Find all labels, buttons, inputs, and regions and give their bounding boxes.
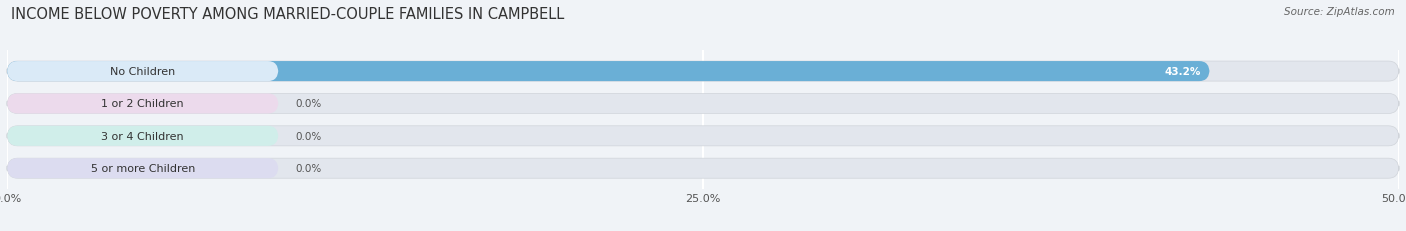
Text: 5 or more Children: 5 or more Children (90, 164, 195, 173)
Text: INCOME BELOW POVERTY AMONG MARRIED-COUPLE FAMILIES IN CAMPBELL: INCOME BELOW POVERTY AMONG MARRIED-COUPL… (11, 7, 564, 22)
Text: 0.0%: 0.0% (295, 99, 322, 109)
FancyBboxPatch shape (7, 94, 278, 114)
FancyBboxPatch shape (7, 62, 1399, 82)
Text: No Children: No Children (110, 67, 176, 77)
Text: 43.2%: 43.2% (1166, 67, 1201, 77)
FancyBboxPatch shape (7, 158, 278, 179)
Text: 3 or 4 Children: 3 or 4 Children (101, 131, 184, 141)
FancyBboxPatch shape (7, 158, 1399, 179)
FancyBboxPatch shape (7, 126, 1399, 146)
Text: 0.0%: 0.0% (295, 131, 322, 141)
FancyBboxPatch shape (7, 62, 1209, 82)
FancyBboxPatch shape (7, 62, 278, 82)
Text: Source: ZipAtlas.com: Source: ZipAtlas.com (1284, 7, 1395, 17)
FancyBboxPatch shape (7, 126, 278, 146)
FancyBboxPatch shape (7, 94, 1399, 114)
Text: 1 or 2 Children: 1 or 2 Children (101, 99, 184, 109)
Text: 0.0%: 0.0% (295, 164, 322, 173)
